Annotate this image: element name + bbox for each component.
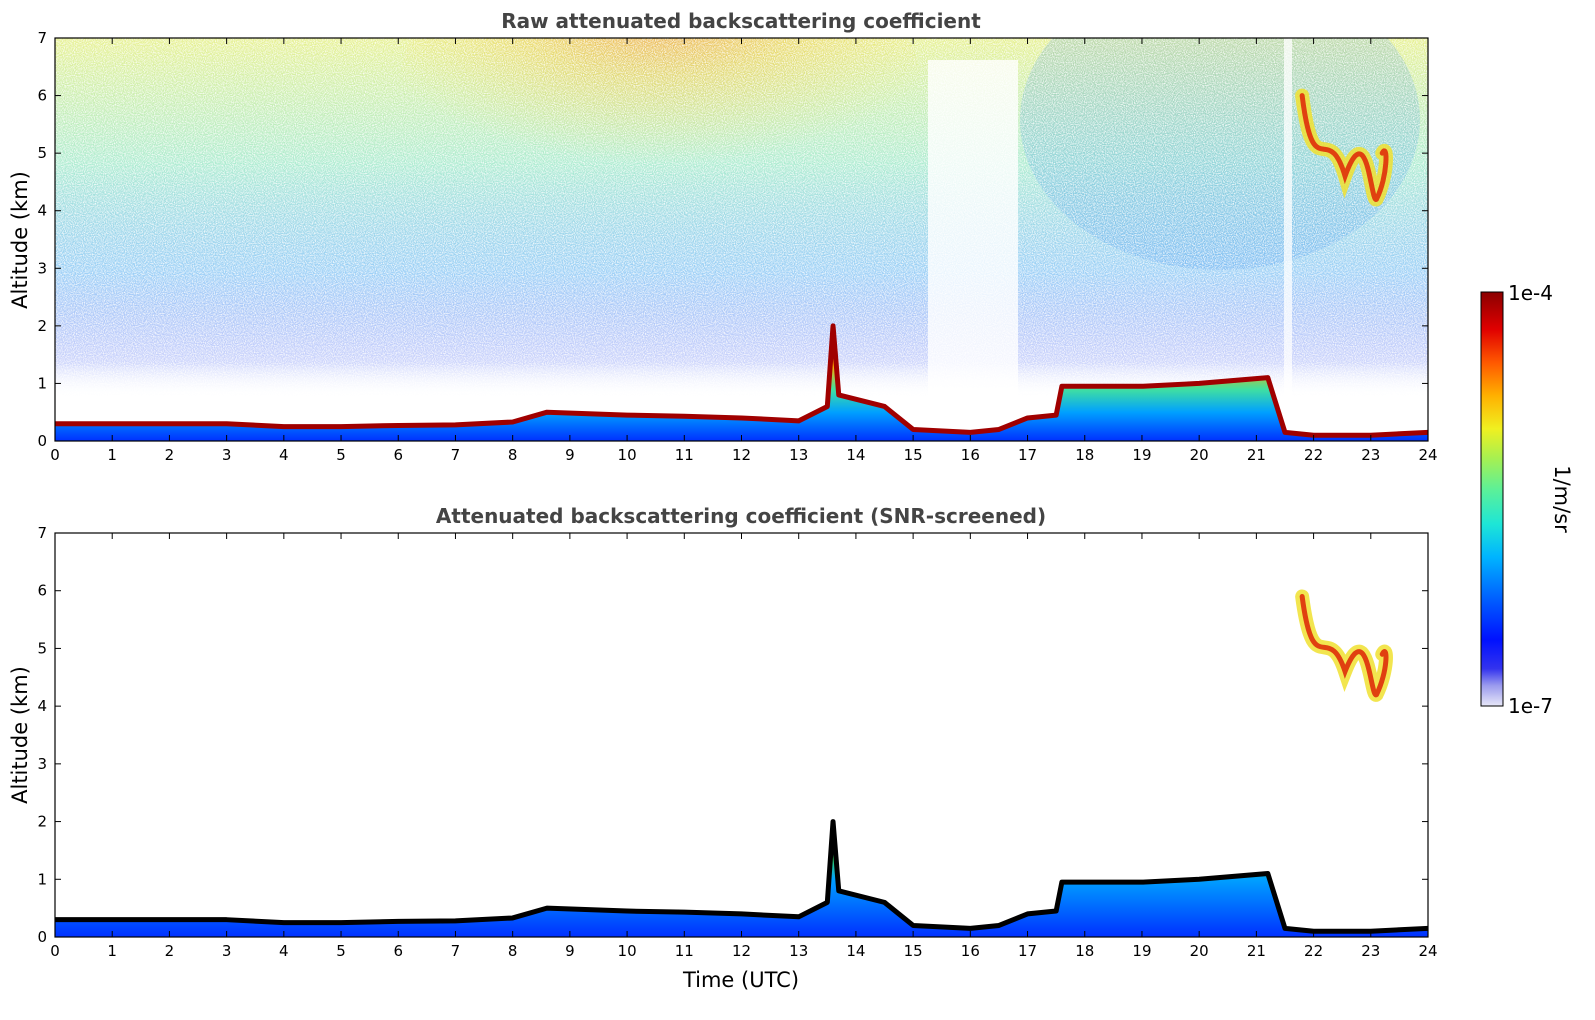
x-tick-label: 8 xyxy=(508,446,518,464)
x-tick-label: 3 xyxy=(222,942,232,960)
x-tick-label: 20 xyxy=(1190,446,1209,464)
x-tick-label: 19 xyxy=(1132,942,1151,960)
bottom-y-axis-label: Altitude (km) xyxy=(8,666,32,804)
x-tick-label: 6 xyxy=(393,446,403,464)
colorbar-max-label: 1e-4 xyxy=(1508,281,1553,305)
x-tick-label: 15 xyxy=(904,446,923,464)
x-tick-label: 9 xyxy=(565,446,575,464)
y-tick-label: 7 xyxy=(37,29,47,47)
top-y-axis: 0 1 2 3 4 5 6 7 xyxy=(37,29,1428,450)
x-tick-label: 18 xyxy=(1075,942,1094,960)
top-chart-title: Raw attenuated backscattering coefficien… xyxy=(501,9,981,33)
cloud-base-fill xyxy=(55,821,1428,937)
x-tick-label: 1 xyxy=(107,446,117,464)
bottom-chart-title: Attenuated backscattering coefficient (S… xyxy=(436,504,1046,528)
bottom-x-axis-label: Time (UTC) xyxy=(682,968,799,992)
x-tick-label: 14 xyxy=(846,446,865,464)
y-tick-label: 5 xyxy=(37,144,47,162)
colorbar-min-label: 1e-7 xyxy=(1508,694,1553,718)
bottom-heatmap xyxy=(55,589,1428,937)
y-tick-label: 3 xyxy=(37,259,47,277)
x-tick-label: 21 xyxy=(1247,446,1266,464)
x-tick-label: 5 xyxy=(336,446,346,464)
y-tick-label: 2 xyxy=(37,317,47,335)
y-tick-label: 3 xyxy=(37,755,47,773)
x-tick-label: 13 xyxy=(789,446,808,464)
x-tick-label: 10 xyxy=(618,942,637,960)
x-tick-label: 24 xyxy=(1418,942,1437,960)
x-tick-label: 24 xyxy=(1418,446,1437,464)
y-tick-label: 6 xyxy=(37,87,47,105)
x-tick-label: 17 xyxy=(1018,942,1037,960)
x-tick-label: 7 xyxy=(451,942,461,960)
top-cloud-base-layer xyxy=(55,323,1428,441)
top-panel: Raw attenuated backscattering coefficien… xyxy=(8,9,1438,464)
bottom-panel: Attenuated backscattering coefficient (S… xyxy=(8,504,1438,992)
y-tick-label: 1 xyxy=(37,870,47,888)
cloud-base-fill xyxy=(55,325,1428,441)
y-tick-label: 2 xyxy=(37,813,47,831)
x-tick-label: 2 xyxy=(165,942,175,960)
bottom-cloud-base-layer xyxy=(55,819,1428,937)
x-tick-label: 9 xyxy=(565,942,575,960)
x-tick-label: 3 xyxy=(222,446,232,464)
x-tick-label: 21 xyxy=(1247,942,1266,960)
x-tick-label: 14 xyxy=(846,942,865,960)
top-y-axis-label: Altitude (km) xyxy=(8,171,32,309)
x-tick-label: 0 xyxy=(50,942,60,960)
top-elevated-layer xyxy=(1295,88,1393,207)
x-tick-label: 23 xyxy=(1361,446,1380,464)
x-tick-label: 4 xyxy=(279,446,289,464)
x-tick-label: 18 xyxy=(1075,446,1094,464)
y-tick-label: 0 xyxy=(37,432,47,450)
x-tick-label: 17 xyxy=(1018,446,1037,464)
x-tick-label: 23 xyxy=(1361,942,1380,960)
x-tick-label: 19 xyxy=(1132,446,1151,464)
y-tick-label: 4 xyxy=(37,202,47,220)
x-tick-label: 15 xyxy=(904,942,923,960)
elevated-layer-core xyxy=(1299,93,1389,202)
x-tick-label: 16 xyxy=(961,942,980,960)
x-tick-label: 16 xyxy=(961,446,980,464)
x-tick-label: 20 xyxy=(1190,942,1209,960)
top-x-axis: 0 1 2 3 4 5 6 7 8 9 10 11 12 13 14 15 16 17 18 19 20 21 22 23 24 xyxy=(50,38,1438,464)
x-tick-label: 12 xyxy=(732,446,751,464)
x-tick-label: 4 xyxy=(279,942,289,960)
x-tick-label: 7 xyxy=(451,446,461,464)
y-tick-label: 5 xyxy=(37,639,47,657)
bottom-elevated-layer xyxy=(1295,589,1393,702)
cloud-base-line xyxy=(55,323,1428,438)
x-tick-label: 1 xyxy=(107,942,117,960)
x-tick-label: 13 xyxy=(789,942,808,960)
x-tick-label: 0 xyxy=(50,446,60,464)
x-tick-label: 11 xyxy=(675,942,694,960)
x-tick-label: 6 xyxy=(393,942,403,960)
elevated-layer-core xyxy=(1299,593,1389,698)
x-tick-label: 5 xyxy=(336,942,346,960)
colorbar-gradient xyxy=(1480,291,1504,707)
y-tick-label: 0 xyxy=(37,928,47,946)
x-tick-label: 12 xyxy=(732,942,751,960)
x-tick-label: 10 xyxy=(618,446,637,464)
x-tick-label: 2 xyxy=(165,446,175,464)
colorbar-unit-label: 1/m/sr xyxy=(1550,465,1574,533)
y-tick-label: 4 xyxy=(37,697,47,715)
y-tick-label: 7 xyxy=(37,524,47,542)
bottom-x-axis: 0 1 2 3 4 5 6 7 8 9 10 11 12 13 14 15 16 17 18 19 20 21 22 23 24 xyxy=(50,533,1438,960)
x-tick-label: 11 xyxy=(675,446,694,464)
y-tick-label: 1 xyxy=(37,374,47,392)
cloud-base-line xyxy=(55,819,1428,934)
colorbar: 1e-4 1e-7 1/m/sr xyxy=(1480,281,1574,718)
y-tick-label: 6 xyxy=(37,582,47,600)
bottom-y-axis: 0 1 2 3 4 5 6 7 xyxy=(37,524,1428,946)
top-heatmap xyxy=(55,38,1428,441)
x-tick-label: 22 xyxy=(1304,446,1323,464)
x-tick-label: 8 xyxy=(508,942,518,960)
x-tick-label: 22 xyxy=(1304,942,1323,960)
